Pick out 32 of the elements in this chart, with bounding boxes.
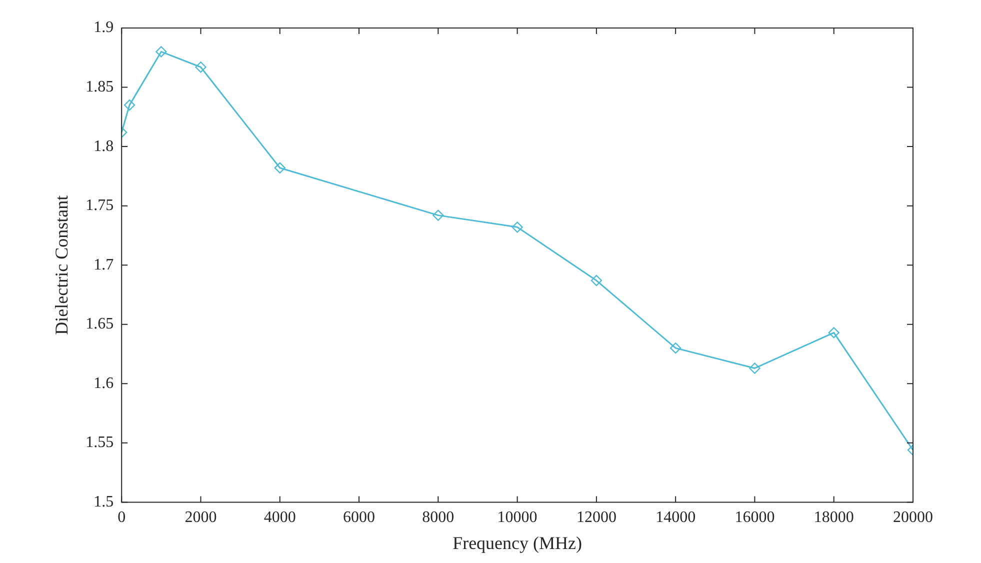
y-tick-label: 1.55 bbox=[86, 434, 114, 452]
x-tick-label: 4000 bbox=[264, 509, 296, 526]
y-tick-label: 1.6 bbox=[94, 374, 114, 392]
point bbox=[512, 222, 523, 233]
point bbox=[828, 327, 840, 338]
point bbox=[749, 362, 760, 374]
x-tick-label: 18000 bbox=[814, 509, 854, 526]
y-axis-title: Dielectric Constant bbox=[52, 195, 72, 335]
point bbox=[195, 62, 206, 73]
y-tick-label: 1.9 bbox=[94, 19, 114, 36]
x-tick-label: 16000 bbox=[734, 509, 775, 526]
x-tick-label: 10000 bbox=[497, 509, 538, 526]
point bbox=[124, 99, 136, 111]
point bbox=[156, 46, 167, 58]
y-tick-label: 1.8 bbox=[94, 138, 114, 155]
y-tick-label: 1.7 bbox=[94, 256, 114, 274]
x-tick-label: 12000 bbox=[576, 509, 616, 526]
point bbox=[590, 274, 602, 286]
point bbox=[432, 210, 444, 221]
y-tick-label: 1.85 bbox=[86, 78, 114, 96]
x-tick-label: 8000 bbox=[422, 509, 454, 526]
point bbox=[670, 342, 682, 354]
y-tick-label: 1.5 bbox=[94, 493, 114, 510]
x-tick-label: 20000 bbox=[893, 509, 933, 526]
x-axis-title: Frequency (MHz) bbox=[452, 532, 582, 553]
x-tick-label: 0 bbox=[118, 509, 126, 526]
y-tick-label: 1.75 bbox=[86, 197, 114, 214]
x-tick-label: 6000 bbox=[343, 509, 376, 526]
point bbox=[274, 162, 286, 174]
y-tick-label: 1.65 bbox=[86, 316, 114, 333]
x-tick-label: 14000 bbox=[656, 509, 696, 526]
x-tick-label: 2000 bbox=[184, 509, 217, 526]
